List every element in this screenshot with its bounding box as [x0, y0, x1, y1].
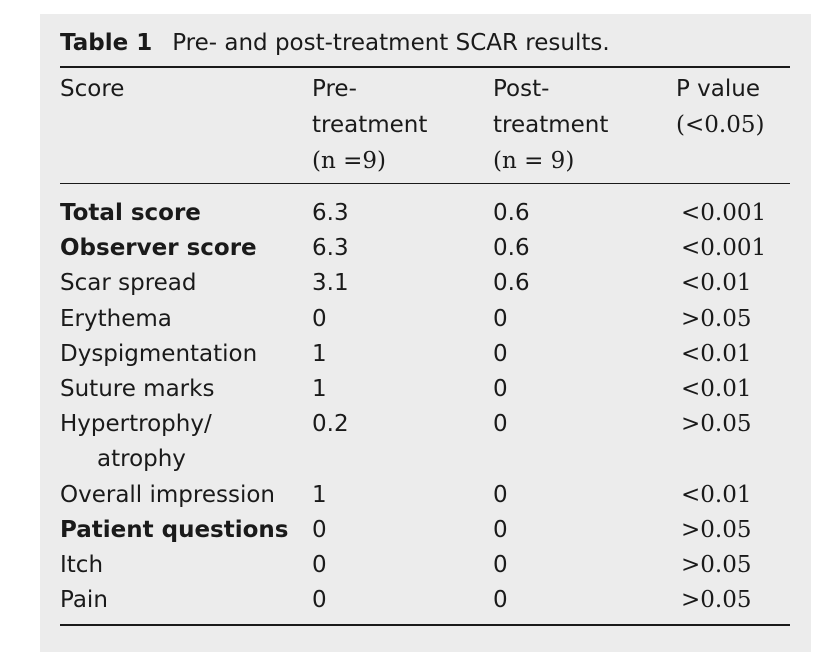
header-post-line1: Post- [493, 76, 550, 102]
table-row-score: Observer score [60, 235, 257, 261]
table-row-p: <0.01 [681, 341, 752, 367]
table-row-pre: 0 [312, 552, 327, 578]
table-row-p: <0.01 [681, 482, 752, 508]
table-row-p: >0.05 [681, 411, 752, 437]
header-p-line1: P value [676, 76, 761, 102]
table-row-p: <0.001 [681, 200, 767, 226]
table-label: Table 1 [60, 30, 153, 56]
table-row-post: 0 [493, 482, 508, 508]
table-row-post: 0 [493, 341, 508, 367]
table-row-p: >0.05 [681, 517, 752, 543]
header-pre-line1: Pre- [312, 76, 357, 102]
table-row-post: 0 [493, 517, 508, 543]
header-post-line3: (n = 9) [493, 148, 575, 174]
header-rule [60, 183, 790, 184]
table-row-post: 0 [493, 587, 508, 613]
table-row-score: Erythema [60, 306, 172, 332]
table-row-post: 0 [493, 552, 508, 578]
header-pre-line2: treatment [312, 112, 428, 138]
table-title: Pre- and post-treatment SCAR results. [172, 30, 610, 56]
header-p-line2: (<0.05) [676, 112, 765, 138]
table-row-pre: 1 [312, 341, 327, 367]
table-row-score: Overall impression [60, 482, 276, 508]
table-row-score: Scar spread [60, 270, 197, 296]
table-row-p: <0.01 [681, 376, 752, 402]
table-row-score: Suture marks [60, 376, 215, 402]
table-row-pre: 0 [312, 517, 327, 543]
bottom-rule [60, 624, 790, 626]
table-row-pre: 3.1 [312, 270, 349, 296]
table-row-post: 0.6 [493, 200, 530, 226]
table-row-post: 0 [493, 306, 508, 332]
table-row-score: Dyspigmentation [60, 341, 258, 367]
table-row-pre: 1 [312, 482, 327, 508]
table-row-post: 0 [493, 376, 508, 402]
header-pre-line3: (n =9) [312, 148, 386, 174]
table-row-p: <0.01 [681, 270, 752, 296]
table-row-pre: 6.3 [312, 200, 349, 226]
table-row-post: 0 [493, 411, 508, 437]
table-row-pre: 0 [312, 306, 327, 332]
table-row-p: >0.05 [681, 552, 752, 578]
table-row-score: Pain [60, 587, 108, 613]
table-row-pre: 0 [312, 587, 327, 613]
table-row-score: Itch [60, 552, 104, 578]
top-rule [60, 66, 790, 68]
table-row-score: Hypertrophy/ [60, 411, 212, 437]
table-row-p: >0.05 [681, 587, 752, 613]
table-row-pre: 6.3 [312, 235, 349, 261]
header-score: Score [60, 76, 125, 102]
header-post-line2: treatment [493, 112, 609, 138]
table-row-p: <0.001 [681, 235, 767, 261]
table-row-score: Total score [60, 200, 201, 226]
table-row-pre: 0.2 [312, 411, 349, 437]
table-row-post: 0.6 [493, 270, 530, 296]
table-caption: Table 1 Pre- and post-treatment SCAR resu… [60, 30, 610, 56]
table-row-p: >0.05 [681, 306, 752, 332]
table-panel: Table 1 Pre- and post-treatment SCAR resu… [40, 14, 811, 652]
table-row-pre: 1 [312, 376, 327, 402]
table-row-score: Patient questions [60, 517, 289, 543]
table-row-post: 0.6 [493, 235, 530, 261]
table-row-score-continuation: atrophy [97, 446, 186, 472]
